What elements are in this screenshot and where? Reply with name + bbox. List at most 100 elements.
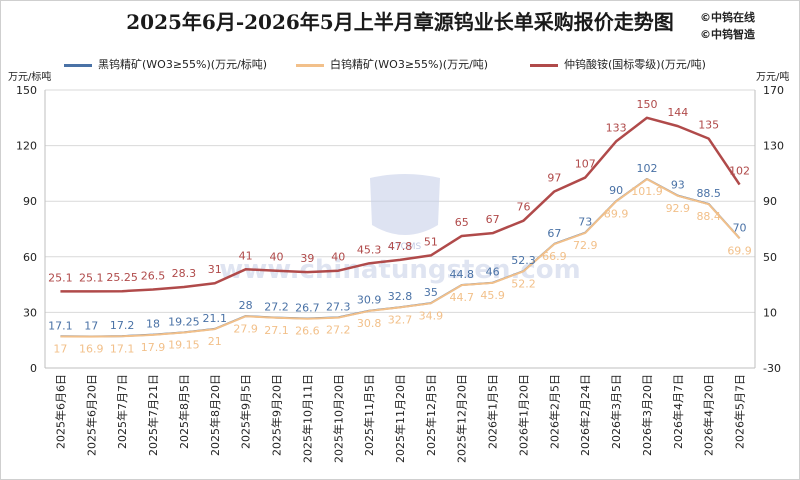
data-label-series-1: 44.7	[449, 291, 474, 304]
x-tick-label: 2026年3月5日	[609, 374, 623, 449]
y-right-tick-label: 130	[763, 140, 784, 153]
series-line-1	[60, 178, 741, 338]
data-label-series-1: 52.2	[511, 277, 536, 290]
y-right-tick-label: 170	[763, 84, 784, 97]
data-label-series-2: 144	[667, 106, 688, 119]
data-label-series-1: 66.9	[542, 250, 567, 263]
copyright-zhongwu-zhizao: ©中钨智造	[700, 28, 755, 41]
data-label-series-0: 88.5	[696, 187, 721, 200]
data-label-series-1: 88.4	[696, 210, 721, 223]
data-label-series-2: 26.5	[141, 269, 166, 282]
data-label-series-2: 40	[270, 251, 284, 264]
data-label-series-0: 21.1	[203, 312, 228, 325]
data-label-series-1: 89.9	[604, 207, 629, 220]
x-tick-label: 2025年7月21日	[146, 374, 160, 456]
data-label-series-0: 90	[609, 184, 623, 197]
data-label-series-0: 35	[424, 286, 438, 299]
legend-swatch-apt	[530, 63, 558, 67]
x-tick-label: 2025年11月5日	[362, 374, 376, 456]
y-right-tick-label: 50	[763, 251, 777, 264]
x-tick-label: 2026年1月20日	[516, 374, 530, 456]
watermark-logo-text: CTOMS	[389, 242, 422, 252]
data-label-series-2: 25.25	[106, 271, 138, 284]
data-label-series-0: 18	[146, 318, 160, 331]
y-left-tick-label: 150	[16, 84, 37, 97]
data-label-series-0: 73	[578, 216, 592, 229]
data-label-series-2: 41	[239, 249, 253, 262]
data-label-series-1: 26.6	[295, 325, 320, 338]
x-tick-label: 2025年10月11日	[300, 374, 314, 463]
legend-label-black: 黑钨精矿(WO3≥55%)(万元/标吨)	[98, 58, 268, 71]
data-label-series-1: 19.15	[168, 339, 200, 352]
data-label-series-0: 27.2	[264, 301, 289, 314]
data-label-series-2: 25.1	[48, 271, 73, 284]
x-tick-label: 2025年6月6日	[53, 374, 67, 449]
data-label-series-1: 32.7	[388, 313, 413, 326]
x-tick-label: 2026年3月20日	[640, 374, 654, 456]
data-label-series-2: 97	[547, 171, 561, 184]
x-tick-label: 2025年8月5日	[177, 374, 191, 449]
data-label-series-0: 30.9	[357, 294, 382, 307]
y-left-tick-label: 30	[23, 306, 37, 319]
data-label-series-1: 21	[208, 335, 222, 348]
data-label-series-2: 51	[424, 235, 438, 248]
data-label-series-1: 27.2	[326, 324, 351, 337]
y-left-tick-label: 0	[30, 362, 37, 375]
y-left-unit: 万元/标吨	[8, 72, 52, 83]
x-tick-label: 2026年4月20日	[702, 374, 716, 456]
x-tick-label: 2025年9月5日	[239, 374, 253, 449]
data-label-series-2: 45.3	[357, 243, 382, 256]
x-tick-label: 2025年6月20日	[84, 374, 98, 456]
data-label-series-1: 17	[53, 342, 67, 355]
x-tick-label: 2026年4月7日	[671, 374, 685, 449]
data-label-series-2: 39	[300, 252, 314, 265]
legend-label-white: 白钨精矿(WO3≥55%)(万元/吨)	[330, 58, 489, 71]
data-label-series-1: 101.9	[631, 185, 663, 198]
data-label-series-1: 16.9	[79, 343, 104, 356]
x-tick-label: 2025年11月20日	[393, 374, 407, 463]
data-label-series-0: 70	[733, 221, 747, 234]
data-label-series-1: 27.1	[264, 324, 289, 337]
legend-label-apt: 仲钨酸铵(国标零级)(万元/吨)	[564, 58, 706, 71]
y-left-tick-label: 90	[23, 195, 37, 208]
legend-apt: 仲钨酸铵(国标零级)(万元/吨)	[530, 56, 706, 72]
data-label-series-2: 76	[516, 201, 530, 214]
data-label-series-1: 69.9	[727, 244, 752, 257]
data-label-series-2: 107	[575, 158, 596, 171]
data-label-series-2: 150	[636, 98, 657, 111]
data-label-series-0: 17.1	[48, 319, 73, 332]
y-right-tick-label: 90	[763, 195, 777, 208]
data-label-series-0: 26.7	[295, 302, 320, 315]
data-label-series-1: 17.1	[110, 342, 135, 355]
x-tick-label: 2026年2月24日	[578, 374, 592, 456]
data-label-series-2: 25.1	[79, 271, 104, 284]
legend-swatch-white	[296, 63, 324, 67]
chart-title: 2025年6月-2026年5月上半月章源钨业长单采购报价走势图	[126, 10, 674, 34]
copyright-zhongwu-online: ©中钨在线	[700, 11, 755, 24]
y-right-unit: 万元/吨	[756, 72, 790, 83]
x-tick-label: 2025年12月5日	[424, 374, 438, 456]
data-label-series-2: 28.3	[172, 267, 197, 280]
x-tick-label: 2025年12月20日	[455, 374, 469, 463]
data-label-series-1: 34.9	[419, 309, 444, 322]
y-left-tick-label: 120	[16, 140, 37, 153]
watermark-logo-icon	[370, 174, 440, 235]
data-label-series-1: 72.9	[573, 239, 598, 252]
data-label-series-1: 27.9	[233, 322, 258, 335]
x-tick-label: 2026年2月5日	[547, 374, 561, 449]
y-right-tick-label: -30	[763, 362, 781, 375]
y-right-tick-label: 10	[763, 306, 777, 319]
data-label-series-0: 28	[239, 299, 253, 312]
data-label-series-0: 52.3	[511, 254, 536, 267]
data-label-series-0: 19.25	[168, 315, 200, 328]
data-label-series-2: 133	[606, 121, 627, 134]
data-label-series-2: 67	[486, 213, 500, 226]
x-tick-label: 2025年7月7日	[115, 374, 129, 449]
legend-black-tungsten: 黑钨精矿(WO3≥55%)(万元/标吨)	[64, 56, 267, 72]
data-label-series-1: 92.9	[666, 202, 691, 215]
data-label-series-1: 45.9	[480, 289, 505, 302]
x-tick-label: 2026年1月5日	[486, 374, 500, 449]
data-label-series-0: 67	[547, 227, 561, 240]
data-label-series-2: 31	[208, 263, 222, 276]
